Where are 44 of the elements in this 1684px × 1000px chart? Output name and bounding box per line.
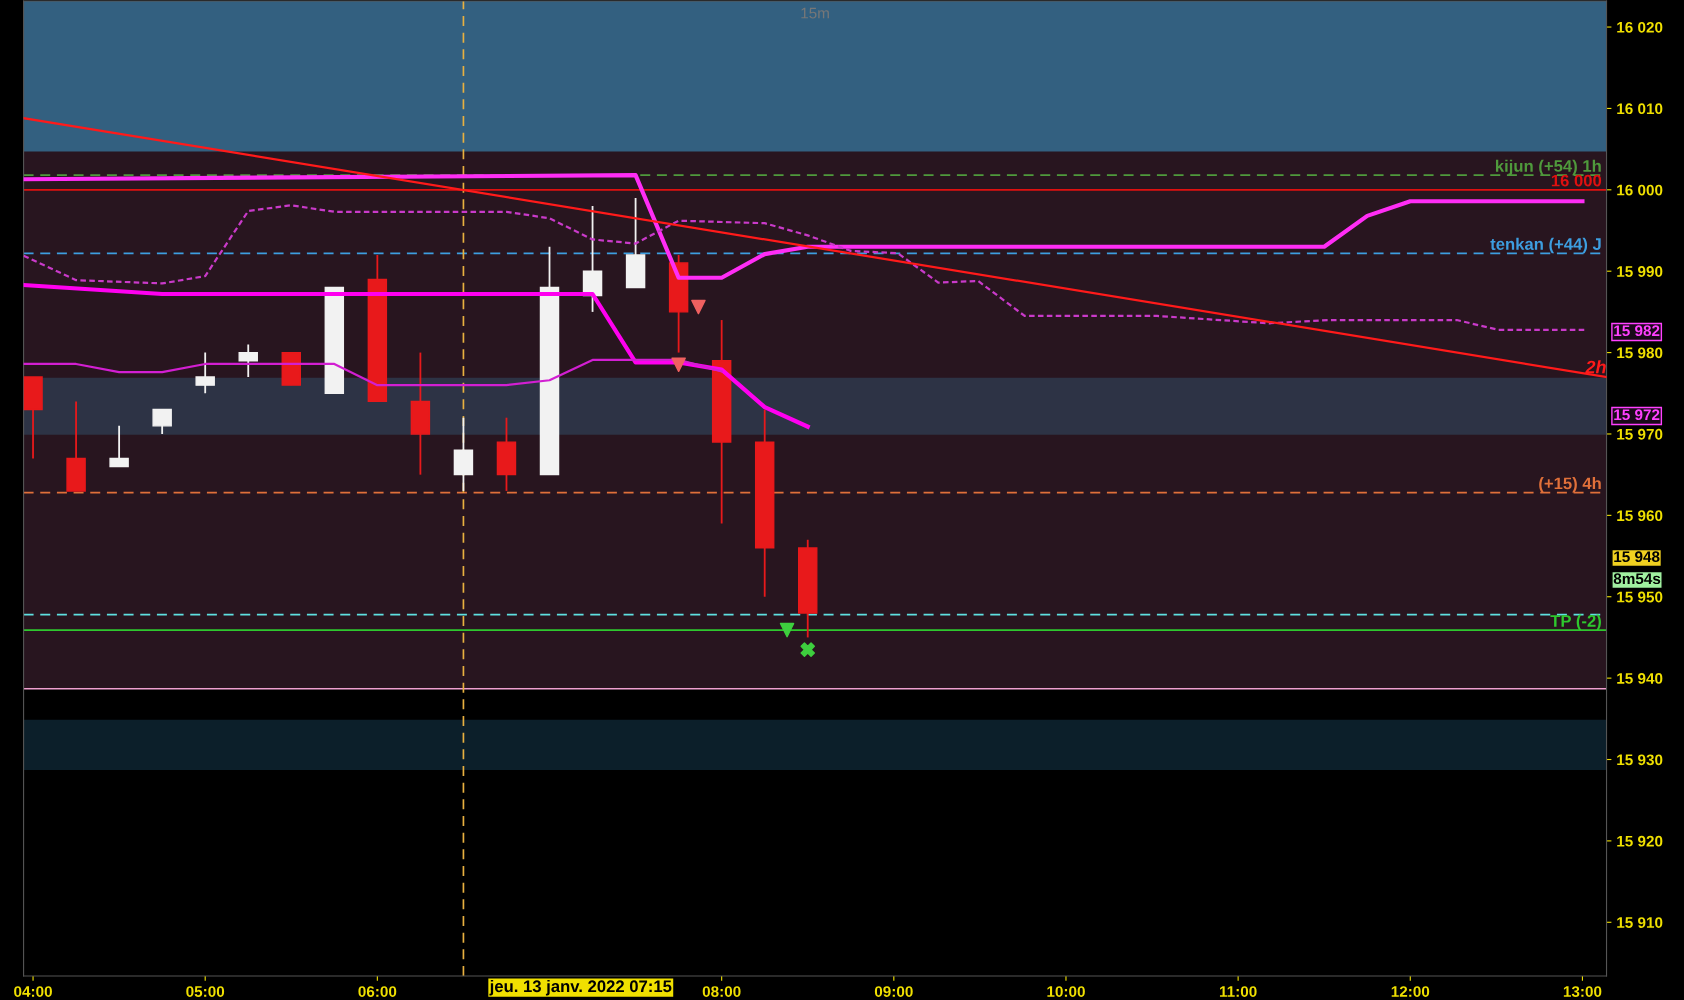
- ref-line-label: kijun (+54) 1h: [1495, 159, 1601, 176]
- ref-line-label: (+15) 4h: [1539, 477, 1601, 493]
- y-tick-label: 15 950: [1617, 591, 1663, 603]
- point: [691, 299, 706, 315]
- x-tick-label: 08:00: [702, 986, 741, 997]
- x-tick-label: 12:00: [1391, 986, 1430, 997]
- x-tick-label: 10:00: [1047, 986, 1085, 997]
- x-tick-label: 11:00: [1219, 986, 1257, 997]
- y-tick-label: 15 960: [1617, 510, 1663, 522]
- text: 15 972: [1614, 409, 1660, 421]
- ref-line-label: tenkan (+44) J: [1490, 237, 1601, 254]
- point: [800, 642, 816, 657]
- y-tick-label: 15 910: [1617, 917, 1663, 928]
- text: 15 982: [1614, 325, 1660, 337]
- y-tick-label: 16 010: [1617, 103, 1663, 115]
- y-tick-label: 15 920: [1617, 835, 1663, 847]
- y-tick-label: 16 020: [1617, 21, 1663, 33]
- ref-line-label: 16 000: [1551, 174, 1602, 187]
- x-tick-label: 05:00: [186, 986, 225, 997]
- text: 15 948: [1614, 551, 1660, 563]
- text: 8m54s: [1613, 573, 1661, 585]
- text: jeu. 13 janv. 2022 07:15: [489, 979, 672, 996]
- candlestick: [238, 343, 258, 378]
- y-tick-label: 15 990: [1617, 266, 1663, 277]
- y-tick-label: 15 940: [1617, 673, 1663, 684]
- candlestick: [152, 408, 172, 435]
- chart-title: 15m: [801, 7, 829, 19]
- x-tick-label: 06:00: [358, 986, 397, 997]
- line-series: [23, 204, 1587, 331]
- y-tick-label: 15 980: [1617, 347, 1663, 359]
- y-tick-label: 16 000: [1617, 184, 1663, 196]
- x-tick-label: 04:00: [14, 986, 52, 997]
- series-label: 2h: [1585, 360, 1606, 374]
- x-tick-label: 13:00: [1563, 986, 1602, 997]
- x-tick-label: 09:00: [874, 986, 913, 997]
- line-series: [23, 358, 723, 387]
- y-tick-label: 15 930: [1617, 754, 1663, 766]
- point: [671, 357, 686, 373]
- candlestick: [109, 424, 129, 468]
- ref-line-label: TP (-2): [1550, 614, 1601, 631]
- candlestick: [195, 351, 215, 395]
- line-series: [23, 282, 810, 429]
- y-tick-label: 15 970: [1617, 428, 1663, 440]
- point: [779, 622, 795, 638]
